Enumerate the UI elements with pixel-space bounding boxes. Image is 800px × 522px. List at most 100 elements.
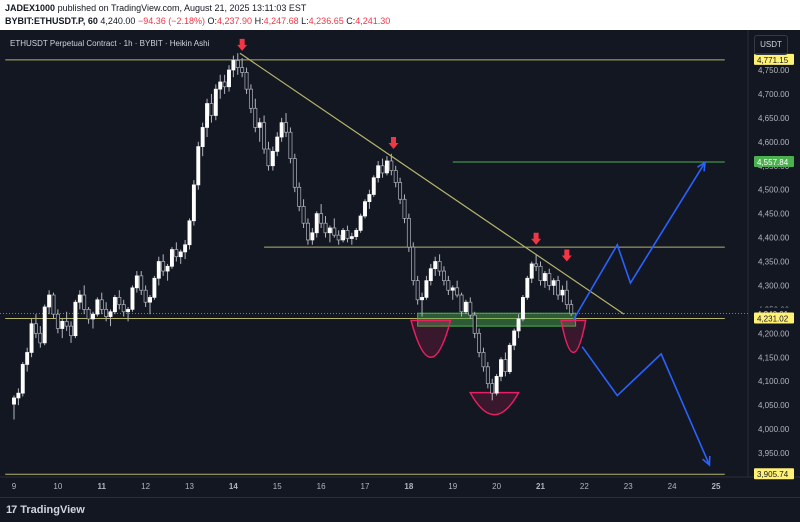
candle-body: [507, 344, 512, 372]
candle-body: [12, 397, 16, 405]
x-tick-label: 17: [361, 482, 370, 491]
candle-body: [542, 273, 547, 282]
open-value: 4,237.90: [217, 16, 253, 26]
candle-body: [371, 177, 376, 195]
candle-body: [25, 352, 30, 365]
candle-body: [468, 301, 473, 316]
candle-body: [227, 69, 231, 88]
candle-body: [104, 309, 109, 317]
x-tick-label: 24: [668, 482, 677, 491]
candle-body: [446, 280, 451, 291]
candle-body: [156, 261, 161, 279]
publish-text: published on TradingView.com, August 21,…: [57, 3, 307, 13]
candle-body: [424, 280, 429, 298]
down-arrow-marker[interactable]: [388, 136, 399, 149]
candle-body: [55, 313, 60, 329]
candle-body: [196, 146, 201, 186]
candle-body: [551, 280, 556, 286]
candle-body: [148, 297, 152, 303]
candle-body: [393, 170, 398, 183]
candle-body: [95, 299, 100, 315]
brand-name: TradingView: [20, 504, 85, 516]
publish-info: JADEX1000 published on TradingView.com, …: [5, 3, 306, 13]
candle-body: [297, 186, 302, 207]
candle-body: [143, 289, 148, 303]
price-label: 4,231.02: [757, 314, 789, 323]
x-tick-label: 23: [624, 482, 633, 491]
candle-body: [314, 213, 319, 234]
candle-body: [380, 165, 385, 174]
candle-body: [117, 297, 122, 305]
chart-panel[interactable]: 3,950.00 4,000.00 4,050.00 4,100.00 4,150.00…: [0, 30, 800, 497]
x-tick-label: 25: [712, 482, 721, 491]
candle-body: [363, 201, 367, 217]
candle-body: [415, 280, 420, 301]
candle-body: [420, 297, 424, 301]
y-tick-label: 4,050.00: [758, 401, 790, 410]
candle-body: [547, 273, 552, 286]
candle-body: [490, 383, 495, 394]
y-tick-label: 4,000.00: [758, 425, 790, 434]
last-price: 4,240.00: [100, 16, 136, 26]
price-label-box: [754, 155, 794, 167]
high-label: H:: [254, 16, 264, 26]
tradingview-logo[interactable]: 17 TradingView: [6, 504, 85, 516]
down-arrow-marker[interactable]: [561, 249, 572, 262]
candle-body: [170, 249, 174, 267]
candle-body: [323, 222, 328, 234]
down-arrow-marker[interactable]: [237, 38, 248, 51]
candle-body: [455, 287, 460, 296]
descending-trendline[interactable]: [239, 52, 625, 315]
y-tick-label: 4,600.00: [758, 138, 790, 147]
candle-body: [130, 287, 135, 310]
candle-body: [481, 352, 486, 368]
candle-body: [319, 213, 324, 224]
candle-body: [33, 323, 38, 334]
candle-body: [433, 261, 438, 270]
y-tick-label: 4,300.00: [758, 281, 790, 290]
candle-body: [248, 88, 253, 109]
author-name[interactable]: JADEX1000: [5, 3, 56, 13]
candle-body: [134, 275, 139, 289]
projection-path[interactable]: [572, 161, 706, 321]
bottom-arc[interactable]: [469, 391, 520, 416]
candle-body: [529, 263, 534, 279]
candle-body: [29, 323, 34, 353]
y-tick-label: 4,150.00: [758, 353, 790, 362]
candle-body: [73, 301, 78, 337]
candle-body: [205, 103, 209, 128]
candle-body: [161, 261, 166, 272]
candle-body: [349, 236, 354, 239]
x-tick-label: 20: [492, 482, 501, 491]
candle-body: [266, 148, 271, 167]
bottom-arc[interactable]: [410, 319, 452, 358]
candle-body: [534, 263, 539, 267]
candle-body: [538, 265, 543, 282]
price-label: 4,557.84: [757, 158, 789, 167]
candle-body: [38, 332, 43, 344]
currency-button[interactable]: USDT: [754, 35, 788, 55]
candle-body: [275, 136, 280, 152]
down-arrow-marker[interactable]: [531, 232, 542, 245]
y-tick-label: 4,200.00: [758, 329, 790, 338]
price-chart[interactable]: 3,950.00 4,000.00 4,050.00 4,100.00 4,150.00…: [0, 30, 800, 497]
candle-body: [244, 72, 249, 90]
bottom-arc[interactable]: [560, 319, 587, 354]
candle-body: [442, 270, 446, 281]
candle-body: [564, 289, 569, 305]
candle-body: [91, 313, 95, 320]
candle-body: [121, 304, 126, 313]
candle-body: [240, 67, 245, 73]
y-tick-label: 3,950.00: [758, 449, 790, 458]
candle-body: [520, 297, 525, 320]
projection-path[interactable]: [581, 346, 711, 466]
candle-body: [437, 261, 442, 272]
candle-body: [398, 182, 403, 200]
candle-body: [183, 244, 188, 253]
candle-body: [516, 318, 521, 332]
candle-body: [459, 294, 464, 313]
x-tick-label: 11: [98, 482, 107, 491]
x-tick-label: 19: [448, 482, 457, 491]
x-tick-label: 13: [185, 482, 194, 491]
candle-body: [292, 158, 297, 188]
